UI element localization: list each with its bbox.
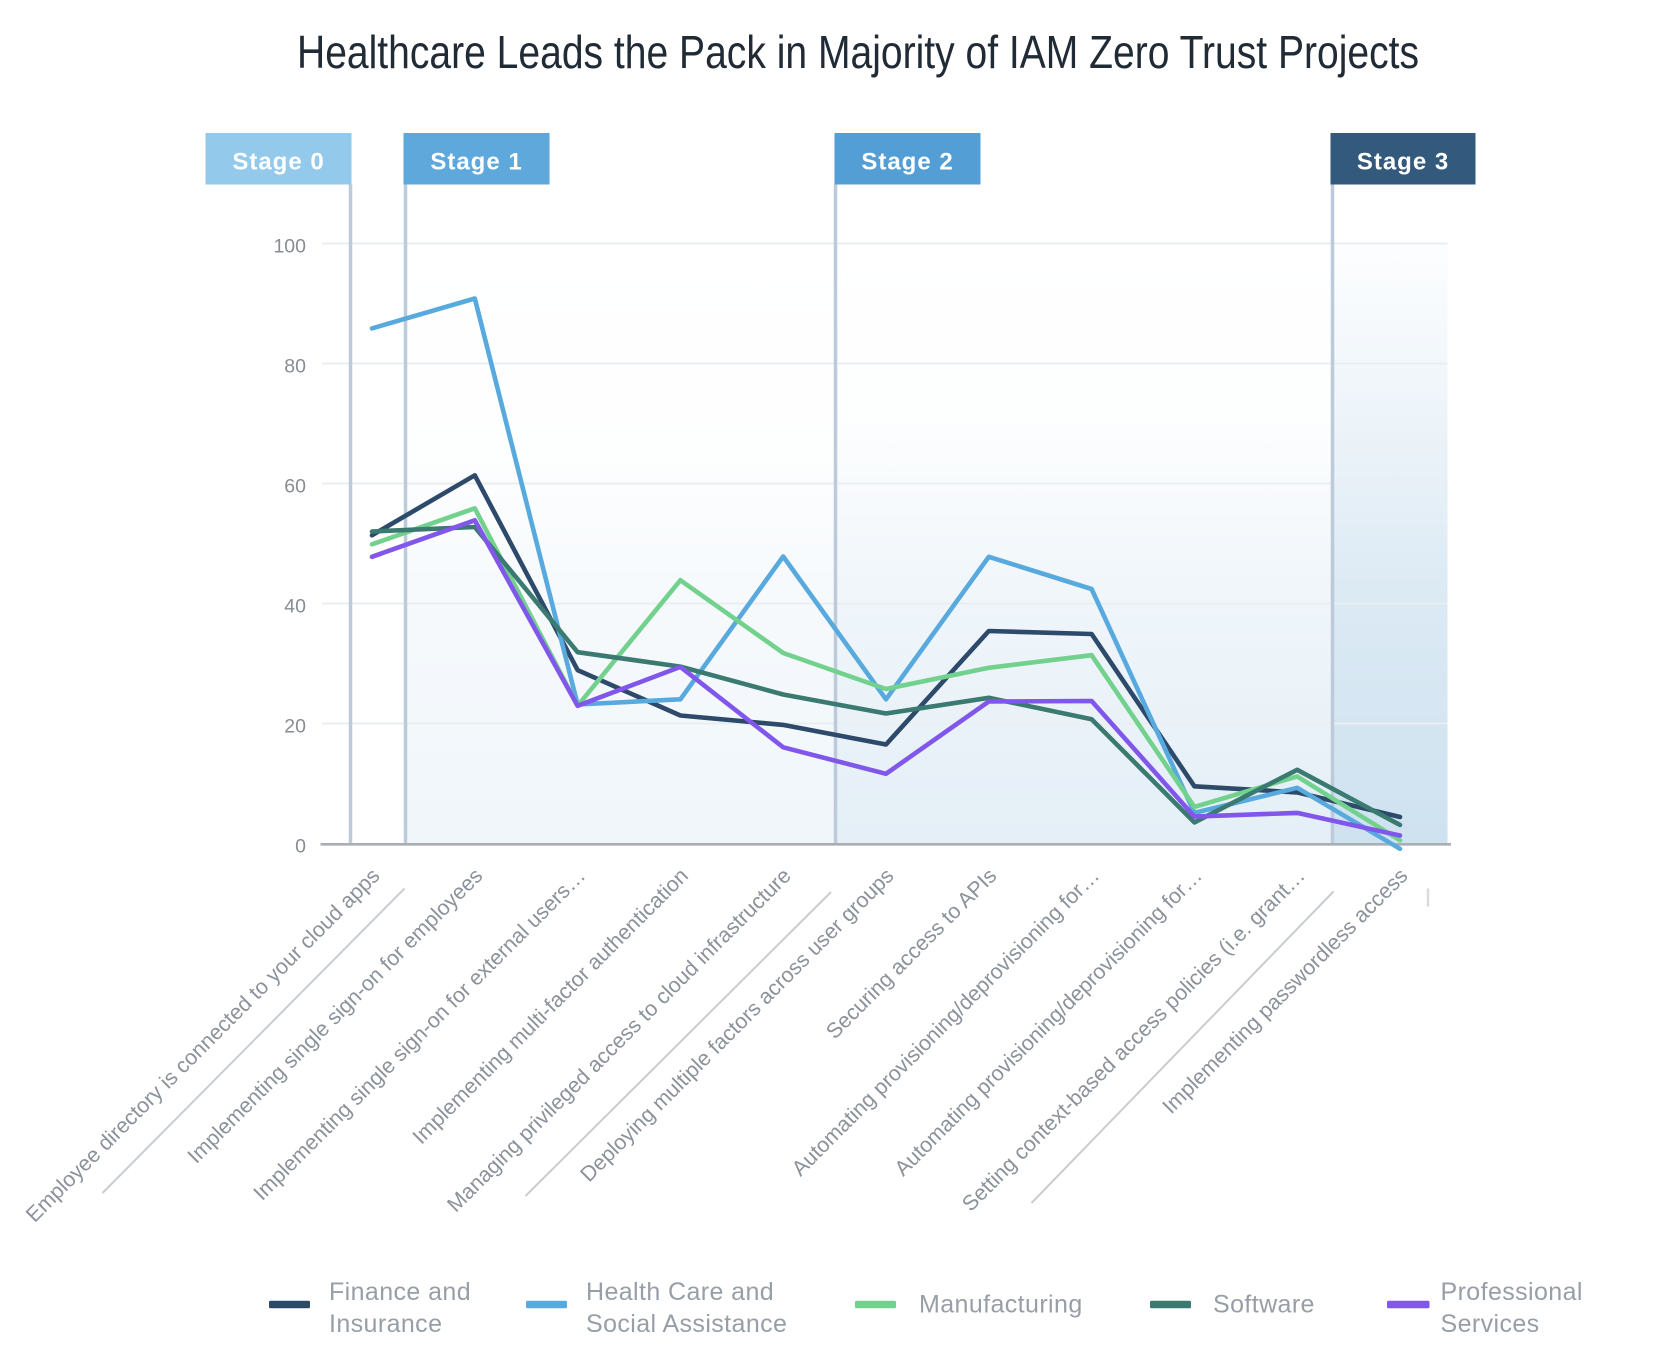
svg-text:Health Care and: Health Care and bbox=[586, 1278, 774, 1306]
svg-text:Employee directory is connecte: Employee directory is connected to your … bbox=[21, 864, 384, 1227]
svg-text:0: 0 bbox=[295, 836, 306, 858]
svg-text:100: 100 bbox=[273, 236, 306, 258]
svg-text:Stage 0: Stage 0 bbox=[232, 149, 324, 176]
svg-text:Stage 2: Stage 2 bbox=[861, 149, 953, 176]
svg-text:Insurance: Insurance bbox=[329, 1310, 442, 1338]
svg-text:40: 40 bbox=[284, 596, 306, 618]
svg-text:Managing privileged access to: Managing privileged access to cloud infr… bbox=[442, 864, 795, 1217]
svg-text:Finance and: Finance and bbox=[329, 1278, 471, 1306]
svg-text:Manufacturing: Manufacturing bbox=[919, 1291, 1083, 1319]
svg-text:Software: Software bbox=[1213, 1291, 1315, 1319]
svg-text:Stage 3: Stage 3 bbox=[1357, 149, 1449, 176]
svg-text:Services: Services bbox=[1441, 1310, 1540, 1338]
svg-text:60: 60 bbox=[284, 476, 306, 498]
svg-text:Professional: Professional bbox=[1441, 1278, 1583, 1306]
svg-text:20: 20 bbox=[284, 716, 306, 738]
svg-text:Setting context-based access p: Setting context-based access policies (i… bbox=[957, 864, 1309, 1216]
svg-text:Social Assistance: Social Assistance bbox=[586, 1310, 787, 1338]
svg-text:Healthcare Leads the Pack in M: Healthcare Leads the Pack in Majority of… bbox=[297, 26, 1419, 78]
svg-text:Securing access to APIs: Securing access to APIs bbox=[821, 864, 1001, 1044]
svg-text:80: 80 bbox=[284, 356, 306, 378]
svg-text:Stage 1: Stage 1 bbox=[430, 149, 522, 176]
